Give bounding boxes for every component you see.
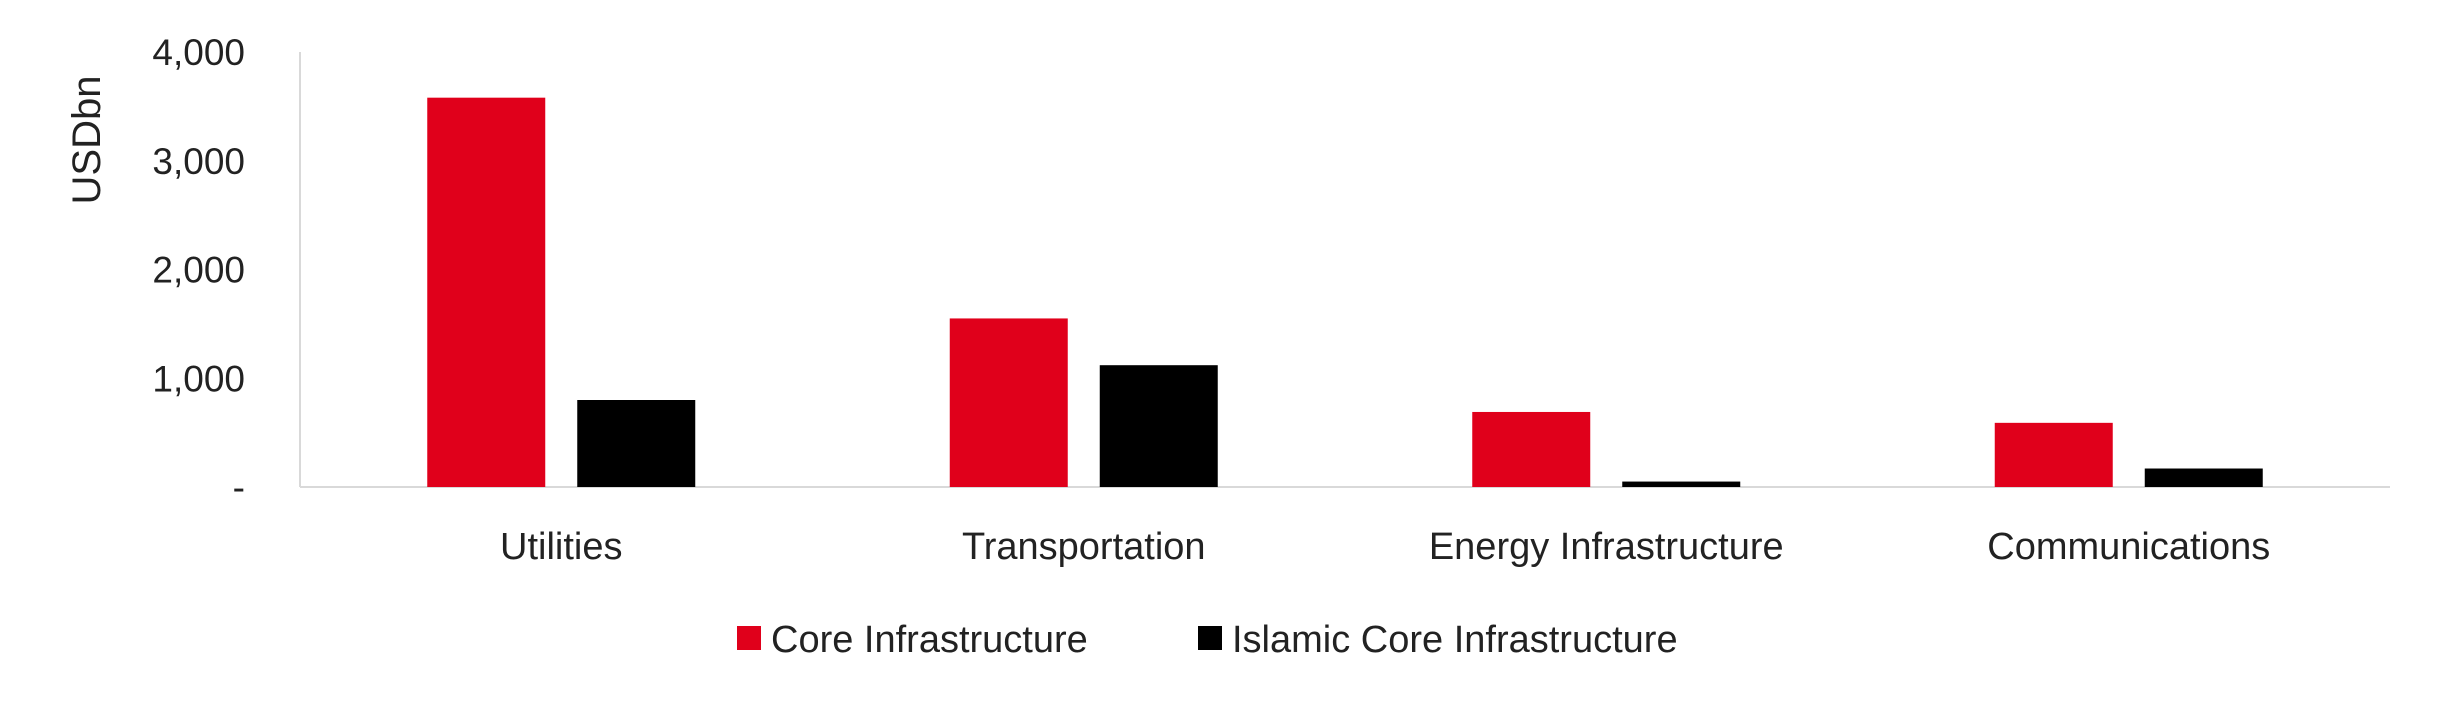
category-labels: Utilities Transportation Energy Infrastruc… — [500, 526, 2270, 568]
legend-label-islamic: Islamic Core Infrastructure — [1232, 619, 1678, 661]
y-tick-label: 2,000 — [152, 250, 245, 291]
bar-core-3 — [1994, 422, 2113, 487]
bar-group — [427, 97, 2263, 488]
bar-core-2 — [1472, 411, 1591, 487]
y-axis-ticks: - 1,000 2,000 3,000 4,000 — [152, 32, 245, 508]
bar-core-1 — [949, 318, 1068, 487]
y-tick-label: - — [233, 467, 245, 508]
bar-islamic-2 — [1622, 481, 1741, 487]
legend-swatch-core — [737, 626, 761, 650]
y-tick-label: 3,000 — [152, 141, 245, 182]
legend-label-core: Core Infrastructure — [771, 619, 1088, 661]
x-category-label: Energy Infrastructure — [1429, 526, 1784, 568]
y-axis-title: USDbn — [65, 76, 109, 205]
y-tick-label: 4,000 — [152, 32, 245, 73]
y-tick-label: 1,000 — [152, 358, 245, 399]
bar-islamic-3 — [2144, 468, 2263, 487]
legend: Core Infrastructure Islamic Core Infrastr… — [737, 619, 1678, 661]
bar-core-0 — [427, 97, 546, 488]
x-category-label: Transportation — [962, 526, 1206, 568]
bar-islamic-1 — [1099, 365, 1218, 487]
x-category-label: Utilities — [500, 526, 622, 568]
bar-islamic-0 — [577, 400, 696, 487]
x-category-label: Communications — [1987, 526, 2270, 568]
legend-swatch-islamic — [1198, 626, 1222, 650]
